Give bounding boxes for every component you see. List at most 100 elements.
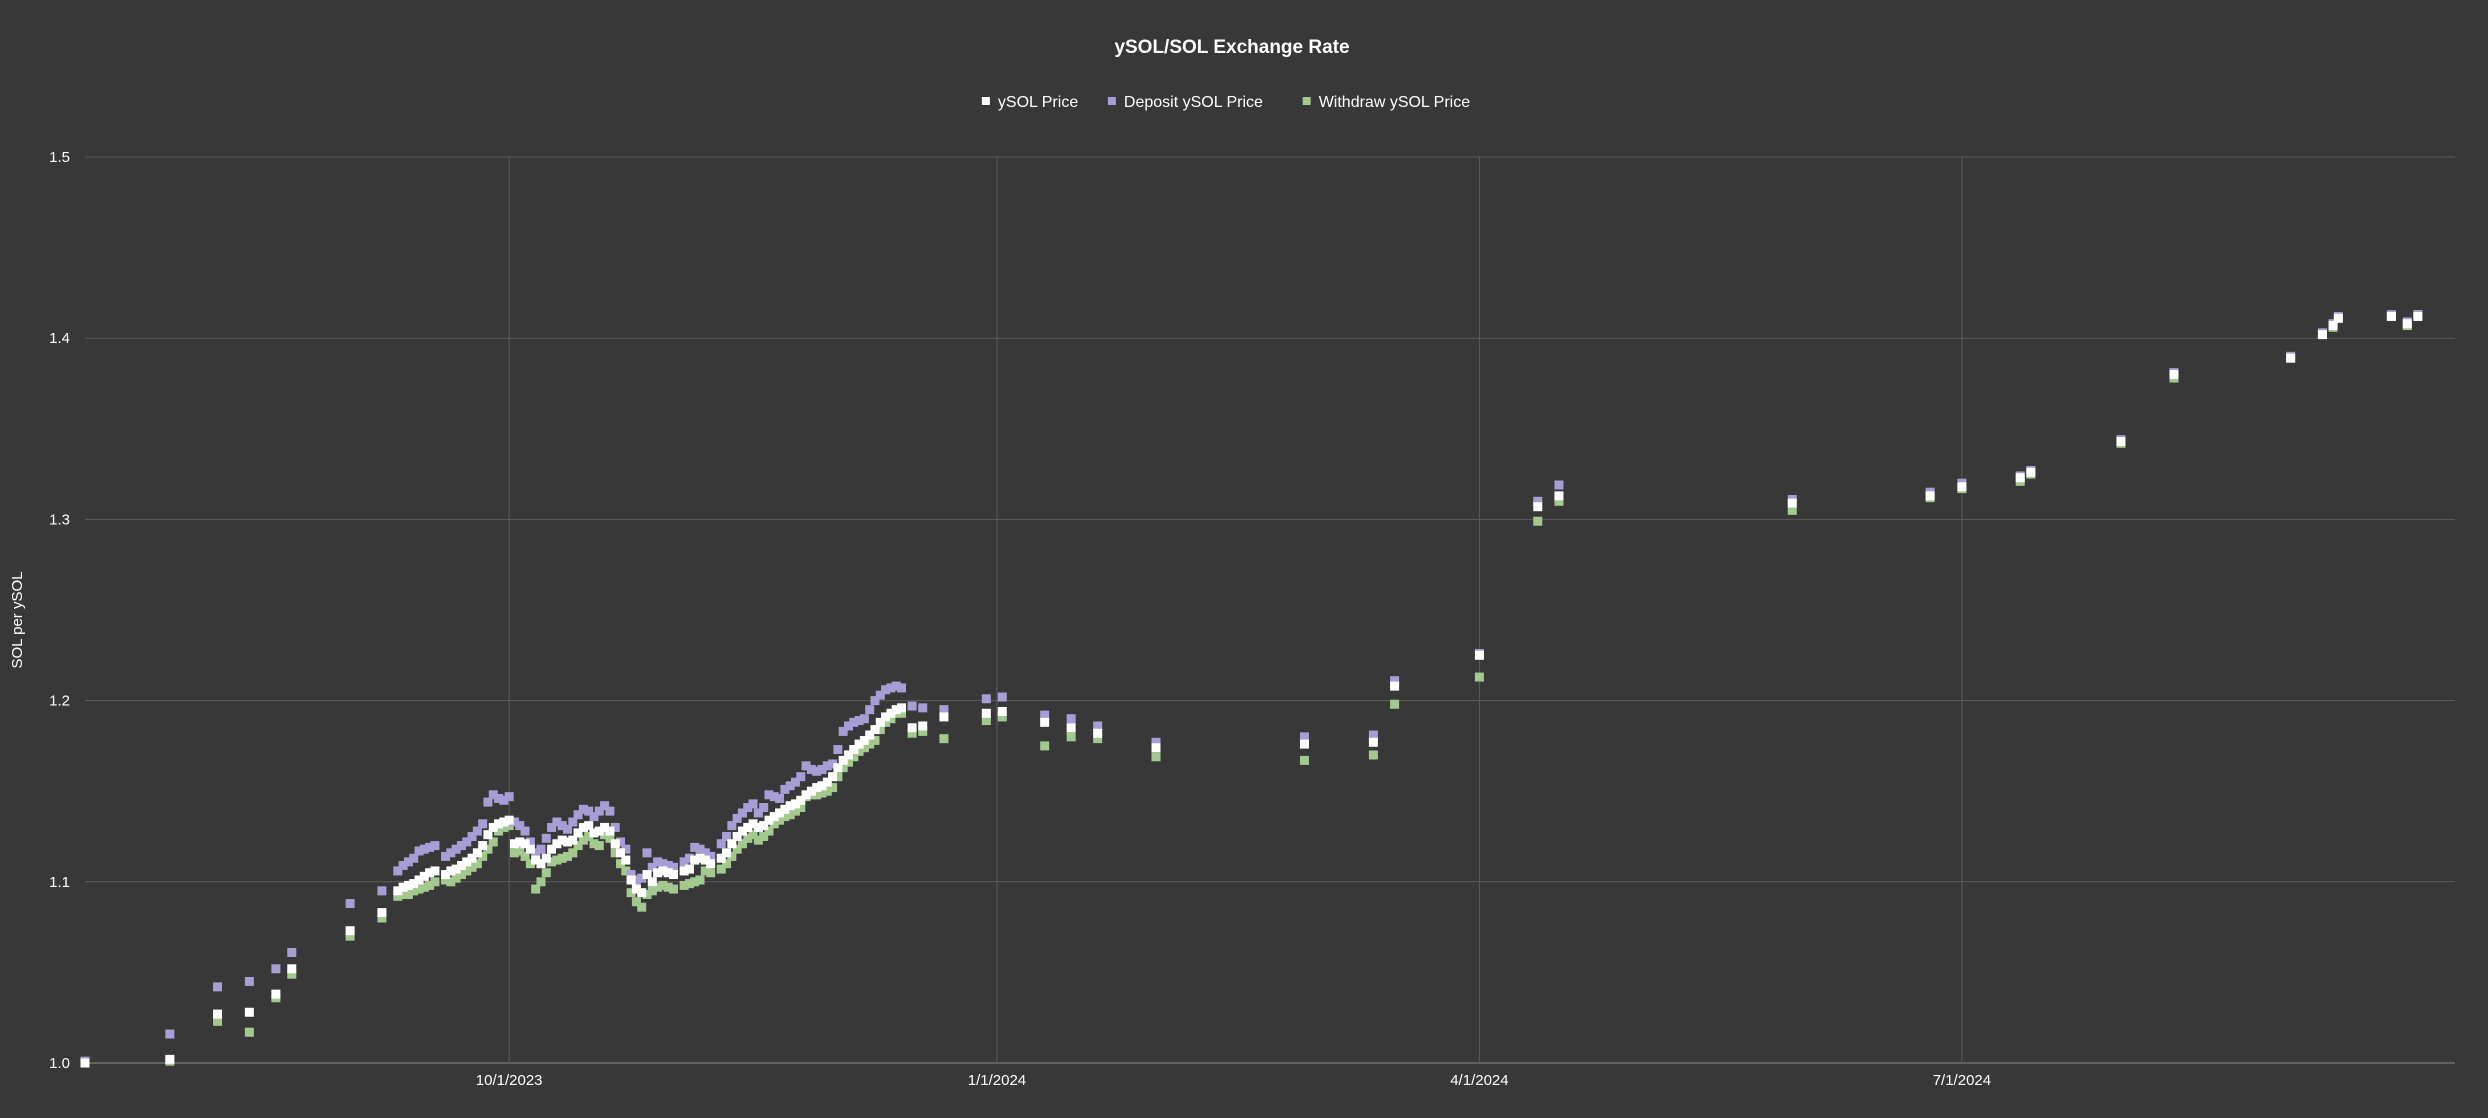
data-point	[616, 848, 626, 858]
data-point	[653, 882, 663, 892]
data-point	[573, 828, 583, 838]
data-point	[748, 799, 758, 809]
data-point	[981, 716, 991, 726]
y-tick-label: 1.2	[49, 693, 70, 710]
data-point	[700, 866, 710, 876]
data-point	[637, 873, 647, 883]
data-point	[345, 931, 355, 941]
data-point	[1040, 717, 1050, 727]
data-point	[525, 844, 535, 854]
data-point	[706, 851, 716, 861]
data-point	[462, 837, 472, 847]
data-point	[594, 841, 604, 851]
legend-label: Deposit ySOL Price	[1124, 94, 1263, 111]
data-point	[865, 739, 875, 749]
data-point	[446, 848, 456, 858]
data-point	[456, 870, 466, 880]
data-point	[1093, 734, 1103, 744]
data-point	[806, 764, 816, 774]
data-point	[377, 886, 387, 896]
data-point	[669, 870, 679, 880]
data-point	[653, 857, 663, 867]
data-point	[515, 846, 525, 856]
data-point	[812, 790, 822, 800]
data-point	[504, 821, 514, 831]
data-point	[425, 880, 435, 890]
axes: 1.0 1.1 1.2 1.3 1.4 1.5 10/1/2023 1/1/2024 4/1/2…	[49, 149, 1991, 1089]
data-point	[531, 884, 541, 894]
data-point	[478, 851, 488, 861]
data-point	[727, 839, 737, 849]
data-point	[1554, 496, 1564, 506]
data-point	[891, 705, 901, 715]
data-point	[722, 848, 732, 858]
data-point	[441, 875, 451, 885]
data-point	[446, 866, 456, 876]
data-point	[488, 837, 498, 847]
data-point	[594, 826, 604, 836]
data-point	[244, 1027, 254, 1037]
data-point	[578, 835, 588, 845]
data-point	[897, 708, 907, 718]
data-point	[494, 793, 504, 803]
data-point	[244, 976, 254, 986]
data-point	[875, 717, 885, 727]
x-tick-label: 7/1/2024	[1933, 1072, 1991, 1089]
data-point	[849, 745, 859, 755]
data-point	[854, 739, 864, 749]
data-point	[525, 859, 535, 869]
data-point	[1390, 676, 1400, 686]
data-point	[785, 781, 795, 791]
data-point	[414, 846, 424, 856]
data-point	[398, 860, 408, 870]
data-point	[785, 810, 795, 820]
data-point	[764, 790, 774, 800]
data-point	[456, 860, 466, 870]
data-point	[939, 734, 949, 744]
data-point	[833, 763, 843, 773]
data-point	[462, 866, 472, 876]
data-point	[881, 685, 891, 695]
data-point	[690, 877, 700, 887]
data-point	[907, 723, 917, 733]
legend-label: ySOL Price	[998, 94, 1078, 111]
data-point	[287, 947, 297, 957]
data-point	[727, 821, 737, 831]
data-point	[621, 844, 631, 854]
data-point	[669, 862, 679, 872]
data-point	[812, 783, 822, 793]
data-point	[377, 908, 387, 918]
data-point	[679, 857, 689, 867]
data-point	[430, 877, 440, 887]
data-point	[600, 830, 610, 840]
data-point	[419, 871, 429, 881]
data-point	[2317, 330, 2327, 340]
data-point	[1299, 739, 1309, 749]
data-point	[764, 826, 774, 836]
data-point	[488, 790, 498, 800]
x-tick-label: 10/1/2023	[476, 1072, 543, 1089]
data-point	[684, 864, 694, 874]
data-point	[541, 833, 551, 843]
data-point	[1093, 728, 1103, 738]
data-point	[414, 875, 424, 885]
grid-lines	[85, 156, 2455, 1064]
data-point	[833, 745, 843, 755]
data-point	[467, 832, 477, 841]
data-point	[679, 880, 689, 890]
data-point	[626, 888, 636, 898]
data-point	[637, 902, 647, 912]
data-point	[547, 857, 557, 867]
data-point	[1533, 502, 1543, 512]
data-point	[536, 844, 546, 854]
data-point	[897, 703, 907, 713]
data-point	[796, 803, 806, 813]
data-point	[425, 842, 435, 852]
data-point	[743, 803, 753, 813]
data-point	[584, 821, 594, 831]
data-point	[700, 855, 710, 865]
data-point	[637, 888, 647, 898]
data-point	[732, 844, 742, 854]
data-point	[1151, 737, 1161, 747]
data-point	[488, 822, 498, 832]
